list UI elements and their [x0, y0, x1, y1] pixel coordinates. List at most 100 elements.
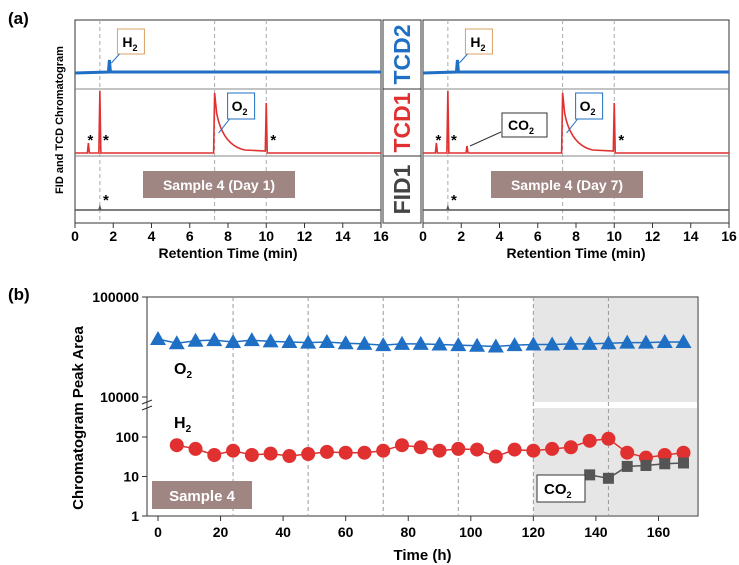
h2-label-box	[464, 28, 493, 55]
h2-label-main: H	[470, 34, 480, 50]
star-marker: *	[435, 132, 441, 149]
co2-point	[678, 457, 689, 469]
peak-area-chart: 10000 100000 1 10 100 0 20 40 60 80 100 120 140 160 Ti…	[92, 289, 699, 564]
o2-point	[450, 337, 467, 352]
h2-point	[432, 443, 447, 458]
x-tick-label: 10	[606, 228, 622, 244]
x-tick-label: 0	[71, 228, 79, 244]
o2-point	[619, 334, 636, 349]
sample-label-box	[491, 171, 643, 198]
o2-point	[525, 336, 542, 351]
chart-frame	[146, 296, 699, 517]
o2-label-box	[575, 92, 604, 120]
x-tick-label: 16	[373, 228, 389, 244]
o2-series-label-main: O	[174, 361, 186, 378]
h2-point	[545, 441, 560, 456]
o2-point	[562, 335, 579, 350]
co2-label-main: CO	[508, 117, 529, 133]
o2-point	[225, 333, 242, 348]
o2-label-main: O	[580, 98, 591, 114]
co2-label-box	[501, 112, 548, 138]
o2-point	[600, 335, 617, 350]
h2-label-main: H	[122, 34, 132, 50]
h2-point	[207, 448, 222, 463]
h2-point	[563, 440, 578, 455]
y-tick-label: 100000	[92, 289, 139, 305]
co2-point	[621, 460, 633, 472]
sample-label: Sample 4 (Day 7)	[511, 177, 623, 193]
y-tick-label: 10	[123, 469, 139, 485]
y-tick-label: 10000	[100, 389, 139, 405]
o2-point	[487, 338, 504, 353]
h2-point	[470, 442, 485, 457]
h2-series-label-sub: 2	[186, 424, 192, 435]
axis-break-mark	[141, 405, 153, 411]
co2-point	[602, 472, 614, 484]
co2-series-label-sub: 2	[567, 490, 572, 500]
x-tick-label: 140	[584, 524, 608, 540]
h2-pointer	[111, 53, 120, 64]
x-tick-label: 100	[459, 524, 483, 540]
star-marker: *	[87, 132, 93, 149]
series-line-h2	[176, 438, 684, 459]
x-tick-label: 0	[419, 228, 427, 244]
co2-series-label-main: CO	[544, 481, 567, 498]
h2-point	[413, 440, 428, 455]
x-tick-label: 16	[721, 228, 737, 244]
h2-point	[338, 445, 353, 460]
x-tick-label: 2	[109, 228, 117, 244]
x-tick-label: 120	[522, 524, 546, 540]
x-axis-label: Retention Time (min)	[159, 245, 298, 261]
co2-series-box	[536, 474, 586, 503]
y-tick-label: 1	[131, 508, 139, 524]
star-marker: *	[103, 132, 109, 149]
o2-label: O2	[232, 98, 248, 117]
x-tick-label: 14	[335, 228, 351, 244]
h2-point	[620, 445, 635, 460]
o2-point	[637, 334, 654, 349]
trace-tcd1	[423, 90, 729, 154]
o2-point	[656, 333, 673, 348]
h2-point	[301, 447, 316, 462]
o2-point	[262, 333, 279, 348]
star-marker: *	[451, 192, 457, 209]
o2-series-label-sub: 2	[186, 370, 192, 381]
o2-pointer	[218, 118, 231, 134]
x-axis-label: Retention Time (min)	[507, 245, 646, 261]
x-tick-label: 10	[258, 228, 274, 244]
h2-point	[376, 443, 391, 458]
x-tick-label: 6	[186, 228, 194, 244]
h2-point	[319, 444, 334, 459]
h2-label: H2	[122, 34, 137, 53]
h2-label-sub: 2	[133, 43, 138, 53]
detector-label-tcd1: TCD1	[389, 92, 415, 152]
star-marker: *	[618, 132, 624, 149]
h2-point	[676, 445, 691, 460]
h2-point	[451, 441, 466, 456]
y-tick-label: 100	[116, 429, 140, 445]
panel-a-ylabel: FID and TCD Chromatogram	[54, 46, 66, 194]
co2-pointer	[469, 131, 502, 147]
star-marker: *	[270, 132, 276, 149]
x-tick-label: 60	[338, 524, 354, 540]
o2-point	[393, 335, 410, 350]
x-tick-label: 40	[275, 524, 291, 540]
x-tick-label: 4	[496, 228, 504, 244]
panel-a-label: (a)	[8, 9, 29, 28]
sample-badge	[152, 481, 252, 509]
h2-point	[357, 445, 372, 460]
co2-label: CO2	[508, 117, 534, 136]
h2-point	[507, 442, 522, 457]
co2-series-label: CO2	[544, 481, 572, 500]
star-marker: *	[451, 132, 457, 149]
trace-fid1	[75, 204, 381, 211]
x-tick-label: 2	[457, 228, 465, 244]
panel-b-ylabel: Chromatogram Peak Area	[70, 326, 87, 510]
trace-tcd2	[74, 59, 381, 75]
x-tick-label: 80	[400, 524, 416, 540]
detector-box	[382, 155, 422, 224]
h2-point	[188, 441, 203, 456]
sample-label: Sample 4 (Day 1)	[163, 177, 275, 193]
h2-series-label: H2	[174, 415, 192, 435]
trace-fid1	[423, 204, 729, 211]
